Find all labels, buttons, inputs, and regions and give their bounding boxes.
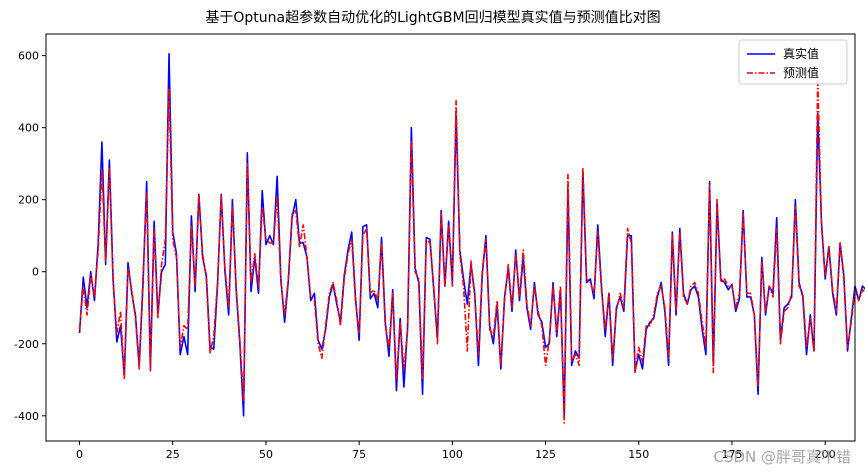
x-tick-label: 200 (815, 448, 836, 461)
y-tick-label: -200 (14, 338, 39, 351)
axes-frame (45, 33, 856, 442)
x-tick-label: 125 (535, 448, 556, 461)
legend-label-1: 真实值 (783, 46, 819, 61)
plot-area (78, 53, 865, 424)
legend-box (738, 39, 848, 85)
x-tick-label: 150 (628, 448, 649, 461)
y-tick-label: -400 (14, 410, 39, 423)
x-tick-label: 25 (166, 448, 180, 461)
x-tick-label: 0 (76, 448, 83, 461)
series-line-2 (78, 76, 865, 424)
y-tick-label: 0 (32, 266, 39, 279)
chart-title: 基于Optuna超参数自动优化的LightGBM回归模型真实值与预测值比对图 (205, 9, 660, 26)
x-tick-label: 100 (442, 448, 463, 461)
axis-ticks: 0 25 50 75 100 125 150 175 200 -400 -200 0 200 400 600 (14, 50, 836, 461)
y-tick-label: 400 (18, 122, 39, 135)
y-tick-label: 200 (18, 194, 39, 207)
x-tick-label: 50 (259, 448, 273, 461)
legend-label-2: 预测值 (783, 65, 819, 80)
x-tick-label: 75 (352, 448, 366, 461)
x-tick-label: 175 (721, 448, 742, 461)
y-tick-label: 600 (18, 50, 39, 63)
watermark: CSDN @胖哥真不错 (713, 448, 851, 466)
